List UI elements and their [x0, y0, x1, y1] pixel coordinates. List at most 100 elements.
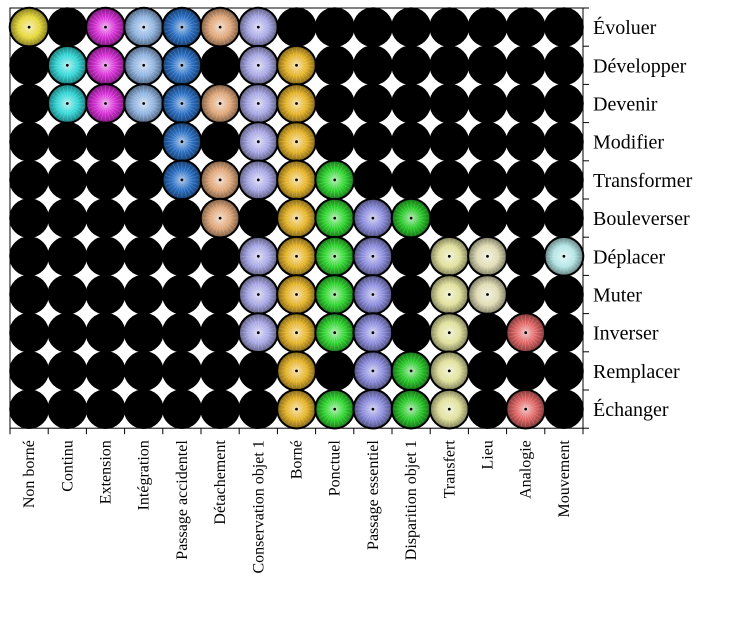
bubble-empty	[86, 313, 125, 352]
bubble-center-dot	[372, 293, 375, 296]
bubble-empty	[506, 275, 545, 314]
row-label: Développer	[593, 55, 687, 77]
bubble-center-dot	[372, 331, 375, 334]
bubble-center-dot	[372, 408, 375, 411]
bubble-center-dot	[142, 102, 145, 105]
bubble-empty	[163, 390, 202, 429]
bubble-center-dot	[104, 26, 107, 29]
bubble-empty	[545, 161, 584, 200]
bubble-empty	[468, 313, 507, 352]
bubble-center-dot	[181, 102, 184, 105]
bubble-empty	[468, 8, 507, 47]
bubble-center-dot	[295, 370, 298, 373]
bubble-empty	[239, 199, 278, 238]
bubble-empty	[163, 275, 202, 314]
bubble-center-dot	[372, 255, 375, 258]
bubble-empty	[124, 352, 163, 391]
bubble-empty	[86, 161, 125, 200]
bubble-center-dot	[295, 179, 298, 182]
bubble-center-dot	[448, 255, 451, 258]
bubble-empty	[315, 84, 354, 123]
bubble-center-dot	[181, 26, 184, 29]
bubble-empty	[124, 199, 163, 238]
bubble-empty	[163, 352, 202, 391]
bubble-empty	[545, 275, 584, 314]
bubble-center-dot	[104, 102, 107, 105]
bubble-empty	[506, 46, 545, 85]
bubble-center-dot	[524, 331, 527, 334]
bubble-center-dot	[181, 140, 184, 143]
bubble-empty	[506, 8, 545, 47]
bubble-empty	[86, 275, 125, 314]
row-label: Devenir	[593, 94, 658, 116]
bubble-center-dot	[181, 179, 184, 182]
bubble-empty	[545, 352, 584, 391]
row-labels: Évoluer Développer Devenir Modifier Transfor…	[593, 16, 693, 421]
column-label: Extension	[98, 440, 115, 504]
column-label: Borné	[289, 440, 306, 479]
bubble-empty	[201, 313, 240, 352]
column-label: Mouvement	[556, 440, 573, 518]
bubble-center-dot	[219, 217, 222, 220]
bubble-empty	[10, 84, 49, 123]
bubble-center-dot	[486, 255, 489, 258]
bubble-empty	[86, 122, 125, 161]
bubble-center-dot	[257, 26, 260, 29]
column-label: Ponctuel	[327, 440, 344, 497]
bubble-empty	[48, 390, 87, 429]
bubble-empty	[430, 8, 469, 47]
bubble-empty	[315, 352, 354, 391]
row-label: Remplacer	[593, 361, 680, 383]
bubble-empty	[430, 161, 469, 200]
row-label: Bouleverser	[593, 208, 690, 230]
bubble-empty	[315, 46, 354, 85]
bubble-center-dot	[295, 102, 298, 105]
bubble-empty	[124, 161, 163, 200]
bubble-empty	[506, 122, 545, 161]
bubble-empty	[430, 84, 469, 123]
column-label: Analogie	[518, 440, 535, 499]
bubble-center-dot	[333, 408, 336, 411]
bubble-center-dot	[333, 217, 336, 220]
bubble-center-dot	[333, 331, 336, 334]
column-label: Disparition objet 1	[403, 440, 420, 560]
bubble-empty	[48, 161, 87, 200]
bubble-empty	[468, 84, 507, 123]
bubble-empty	[468, 46, 507, 85]
bubble-empty	[48, 8, 87, 47]
bubble-empty	[545, 122, 584, 161]
bubble-empty	[10, 390, 49, 429]
row-label: Déplacer	[593, 246, 666, 268]
bubble-center-dot	[219, 26, 222, 29]
bubble-center-dot	[257, 255, 260, 258]
bubble-empty	[48, 313, 87, 352]
bubble-empty	[124, 390, 163, 429]
bubble-empty	[545, 46, 584, 85]
bubble-empty	[201, 390, 240, 429]
bubble-empty	[124, 275, 163, 314]
bubble-center-dot	[257, 140, 260, 143]
bubble-center-dot	[295, 140, 298, 143]
bubble-empty	[10, 46, 49, 85]
bubble-center-dot	[448, 408, 451, 411]
row-label: Échanger	[593, 398, 669, 421]
column-label: Détachement	[212, 440, 229, 525]
bubble-empty	[545, 84, 584, 123]
bubble-empty	[163, 313, 202, 352]
column-label: Lieu	[480, 440, 497, 469]
bubble-empty	[163, 237, 202, 276]
column-label: Passage essentiel	[365, 440, 382, 550]
bubble-center-dot	[104, 64, 107, 67]
bubble-empty	[392, 8, 431, 47]
bubble-empty	[392, 46, 431, 85]
bubble-center-dot	[448, 331, 451, 334]
row-label: Modifier	[593, 132, 664, 154]
bubble-empty	[392, 122, 431, 161]
bubble-center-dot	[372, 370, 375, 373]
bubble-empty	[468, 122, 507, 161]
bubble-center-dot	[448, 370, 451, 373]
bubble-empty	[10, 199, 49, 238]
bubble-center-dot	[28, 26, 31, 29]
bubble-center-dot	[333, 255, 336, 258]
bubble-empty	[315, 122, 354, 161]
